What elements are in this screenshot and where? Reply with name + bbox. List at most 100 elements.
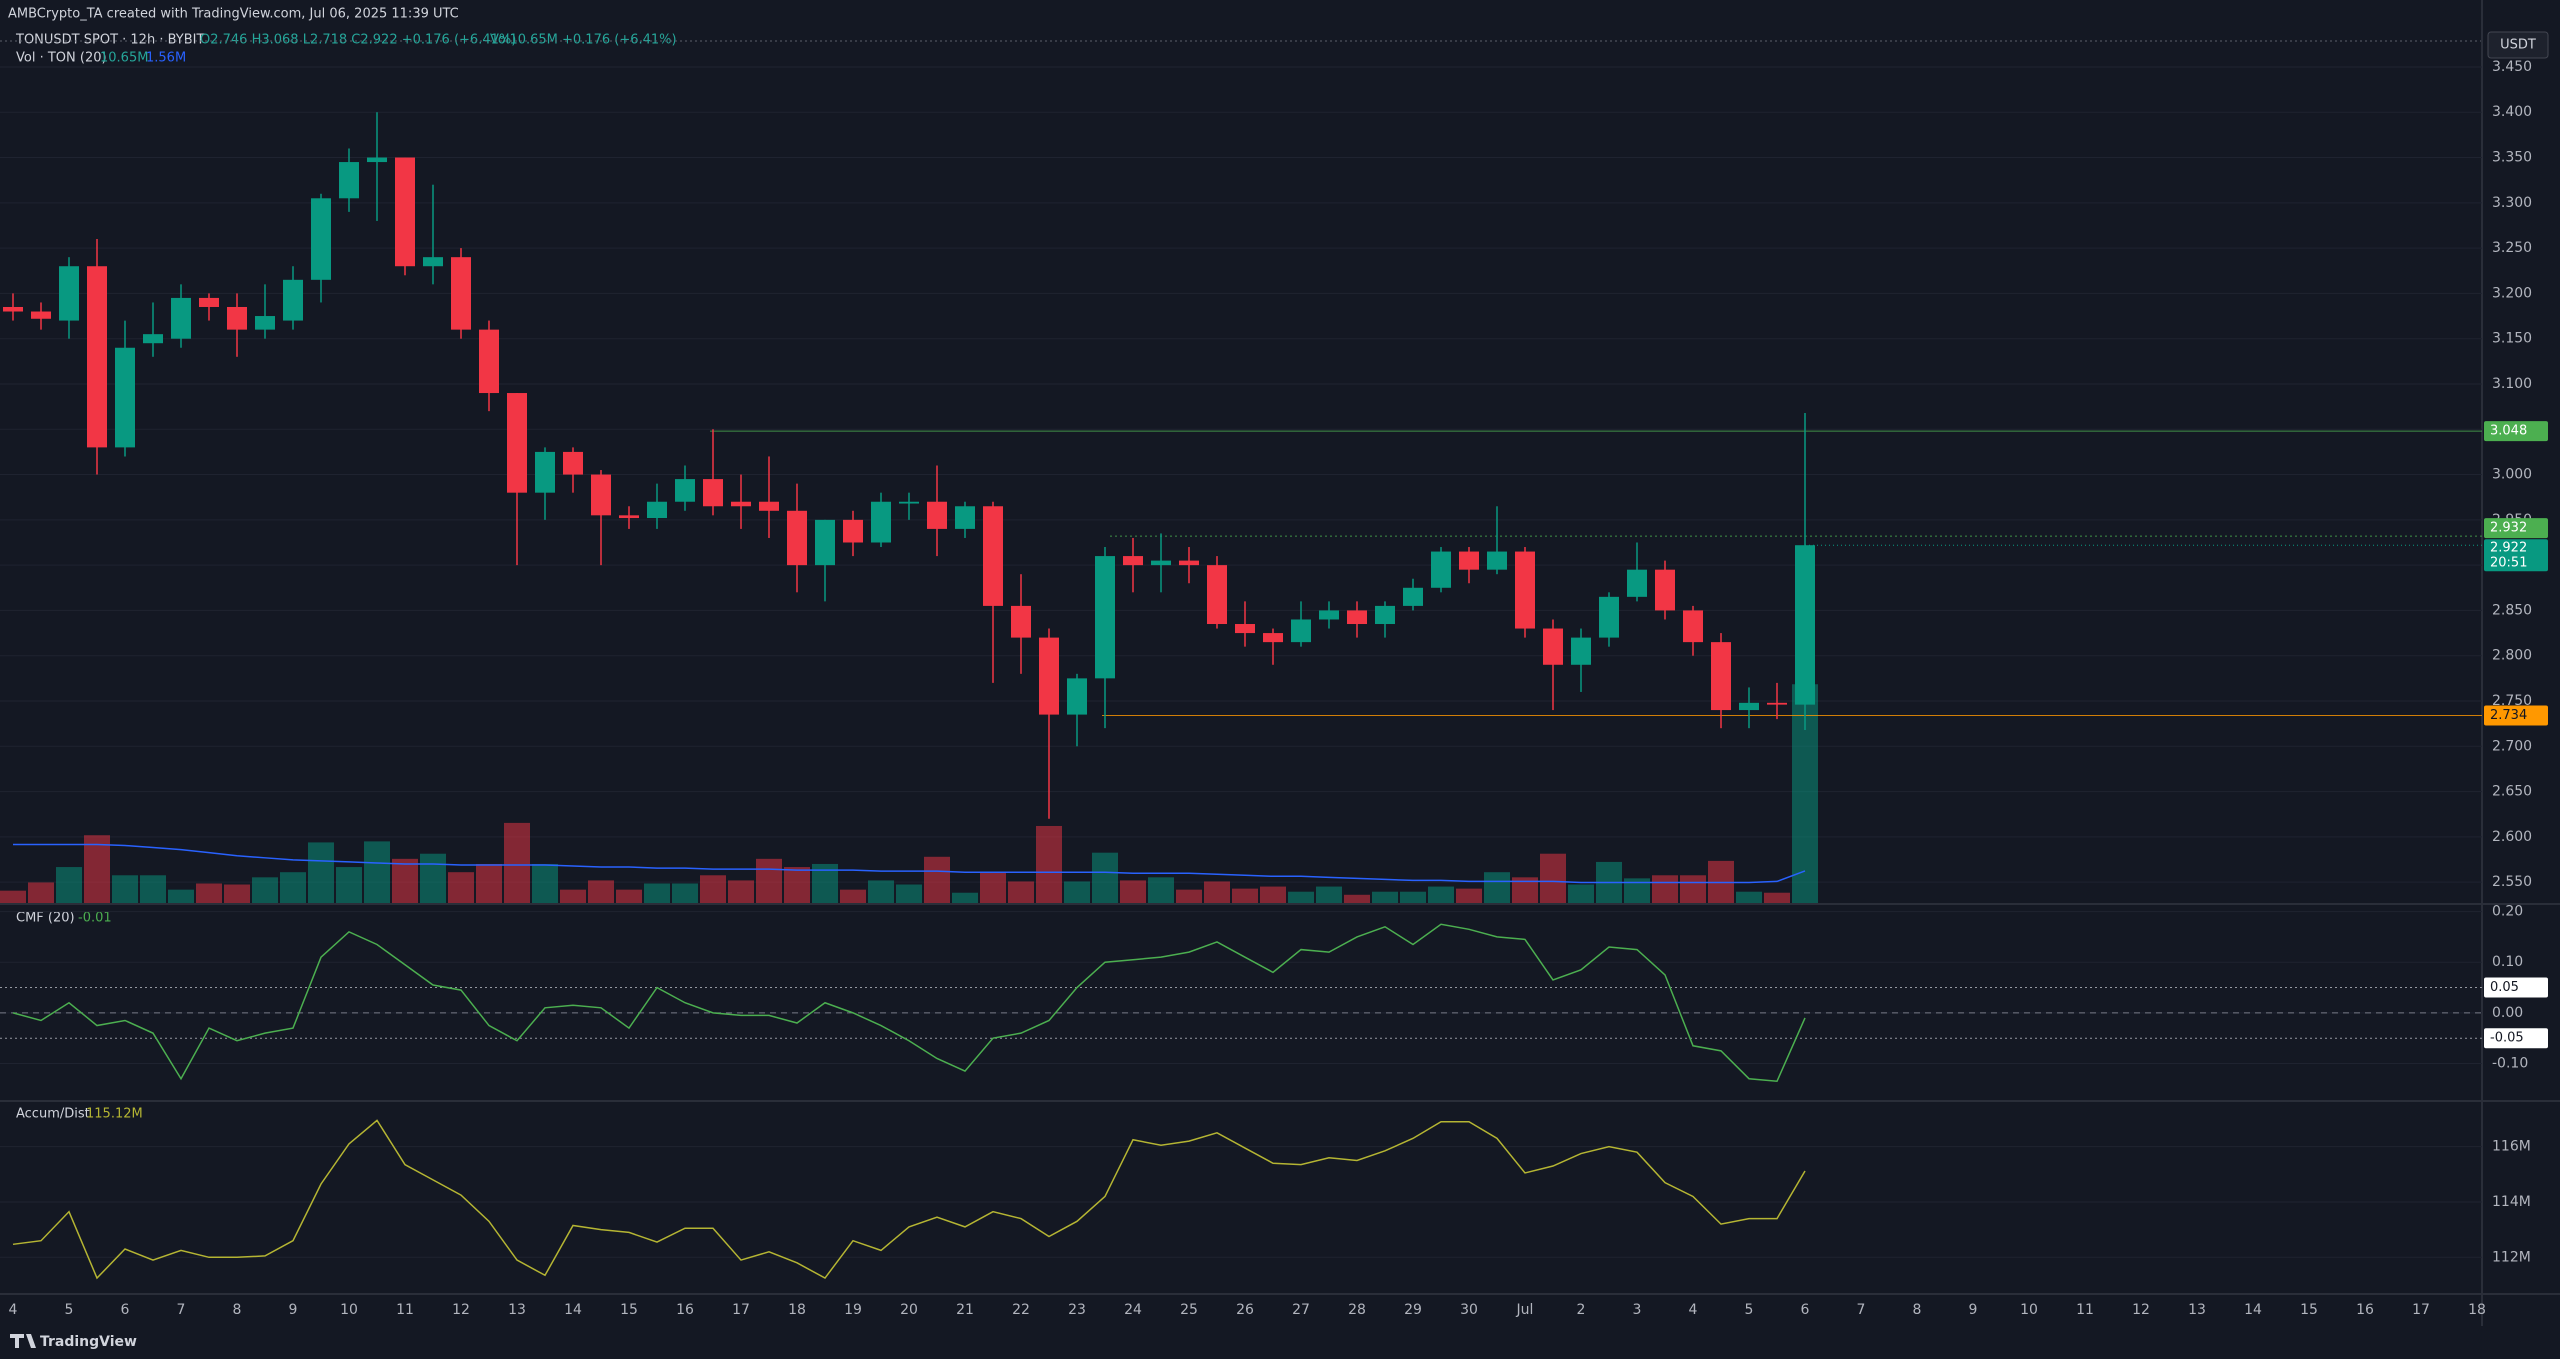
level-box bbox=[2484, 705, 2548, 726]
volume-bar bbox=[336, 867, 362, 903]
candle-body bbox=[983, 506, 1003, 606]
volume-bar bbox=[28, 882, 54, 903]
level-label: 0.05 bbox=[2490, 980, 2519, 995]
volume-bar bbox=[1120, 880, 1146, 903]
candle-body bbox=[255, 316, 275, 330]
x-tick-label: 9 bbox=[1969, 1302, 1978, 1318]
volume-bar bbox=[616, 889, 642, 903]
x-tick-label: 12 bbox=[452, 1302, 470, 1318]
candle-body bbox=[1739, 702, 1759, 711]
candle-body bbox=[675, 479, 695, 502]
candle-body bbox=[143, 334, 163, 344]
x-tick-label: 10 bbox=[340, 1302, 358, 1318]
x-tick-label: 5 bbox=[1745, 1302, 1754, 1318]
x-tick-label: 16 bbox=[676, 1302, 694, 1318]
last-price-box bbox=[2484, 539, 2548, 572]
y-tick-label: 114M bbox=[2492, 1194, 2531, 1210]
volume-bar bbox=[1456, 888, 1482, 903]
volume-bar bbox=[784, 867, 810, 903]
volume-bar bbox=[728, 880, 754, 903]
x-tick-label: 17 bbox=[2412, 1302, 2430, 1318]
volume-bar bbox=[112, 875, 138, 903]
volume-bar bbox=[1428, 886, 1454, 903]
ad-legend-name: Accum/Dist bbox=[16, 1107, 90, 1122]
y-tick-label: 2.600 bbox=[2492, 829, 2532, 845]
candle-body bbox=[927, 501, 947, 529]
x-tick-label: 6 bbox=[1801, 1302, 1810, 1318]
x-tick-label: Jul bbox=[1516, 1302, 1534, 1318]
currency-box[interactable] bbox=[2487, 31, 2549, 59]
x-tick-label: 2 bbox=[1577, 1302, 1586, 1318]
x-tick-label: 8 bbox=[233, 1302, 242, 1318]
candle-body bbox=[171, 297, 191, 339]
candle-body bbox=[1655, 569, 1675, 611]
volume-legend-value: 10.65M bbox=[100, 51, 148, 66]
y-tick-label: 3.450 bbox=[2492, 59, 2532, 75]
candle-body bbox=[955, 506, 975, 529]
volume-bar bbox=[280, 872, 306, 903]
y-tick-label: 0.10 bbox=[2492, 954, 2523, 970]
volume-bar bbox=[392, 858, 418, 903]
candle-body bbox=[787, 510, 807, 566]
candle-body bbox=[199, 297, 219, 307]
volume-legend-name: Vol · TON (20) bbox=[16, 51, 107, 66]
currency-label[interactable]: USDT bbox=[2500, 38, 2536, 53]
candle-body bbox=[1011, 605, 1031, 638]
volume-bar bbox=[1344, 894, 1370, 903]
volume-bar bbox=[1400, 891, 1426, 903]
y-tick-label: 2.800 bbox=[2492, 648, 2532, 664]
volume-bar bbox=[924, 856, 950, 903]
candle-body bbox=[1711, 642, 1731, 711]
volume-bar bbox=[1652, 875, 1678, 903]
candle-body bbox=[1263, 633, 1283, 643]
x-tick-label: 13 bbox=[508, 1302, 526, 1318]
volume-bar bbox=[1372, 891, 1398, 903]
y-tick-label: 2.850 bbox=[2492, 602, 2532, 618]
x-tick-label: 24 bbox=[1124, 1302, 1142, 1318]
candle-body bbox=[1487, 551, 1507, 570]
candle-body bbox=[843, 519, 863, 543]
ad-legend-value: 115.12M bbox=[86, 1107, 143, 1122]
volume-bar bbox=[0, 890, 26, 903]
candle-body bbox=[1095, 556, 1115, 679]
x-tick-label: 14 bbox=[564, 1302, 582, 1318]
y-tick-label: 116M bbox=[2492, 1139, 2531, 1155]
cmf-legend-name: CMF (20) bbox=[16, 911, 75, 926]
y-tick-label: 2.550 bbox=[2492, 874, 2532, 890]
y-tick-label: 3.250 bbox=[2492, 240, 2532, 256]
indicator-line bbox=[12, 1119, 1806, 1280]
candle-body bbox=[1515, 551, 1535, 629]
x-tick-label: 4 bbox=[9, 1302, 18, 1318]
candle-body bbox=[1291, 619, 1311, 643]
level-box bbox=[2484, 421, 2548, 442]
candle-body bbox=[507, 393, 527, 493]
candle-body bbox=[1235, 624, 1255, 634]
y-tick-label: 3.000 bbox=[2492, 467, 2532, 483]
candle-body bbox=[1571, 637, 1591, 665]
y-tick-label: 2.700 bbox=[2492, 738, 2532, 754]
volume-bar bbox=[840, 889, 866, 903]
y-tick-label: 3.150 bbox=[2492, 331, 2532, 347]
x-tick-label: 28 bbox=[1348, 1302, 1366, 1318]
volume-bar bbox=[308, 842, 334, 903]
candle-body bbox=[423, 257, 443, 267]
candle-body bbox=[1683, 610, 1703, 643]
volume-bar bbox=[196, 883, 222, 903]
symbol-label: TONUSDT SPOT · 12h · BYBIT bbox=[15, 33, 204, 48]
level-box bbox=[2484, 518, 2548, 539]
volume-bar bbox=[1680, 875, 1706, 903]
volume-bar bbox=[1568, 884, 1594, 903]
y-tick-label: -0.10 bbox=[2492, 1056, 2528, 1072]
candle-body bbox=[1431, 551, 1451, 588]
x-tick-label: 10 bbox=[2020, 1302, 2038, 1318]
candle-body bbox=[59, 266, 79, 321]
volume-bar bbox=[588, 880, 614, 903]
candle-body bbox=[3, 306, 23, 312]
x-tick-label: 23 bbox=[1068, 1302, 1086, 1318]
candle-body bbox=[1795, 545, 1815, 705]
x-tick-label: 22 bbox=[1012, 1302, 1030, 1318]
x-tick-label: 9 bbox=[289, 1302, 298, 1318]
x-tick-label: 11 bbox=[2076, 1302, 2094, 1318]
y-tick-label: 3.200 bbox=[2492, 285, 2532, 301]
